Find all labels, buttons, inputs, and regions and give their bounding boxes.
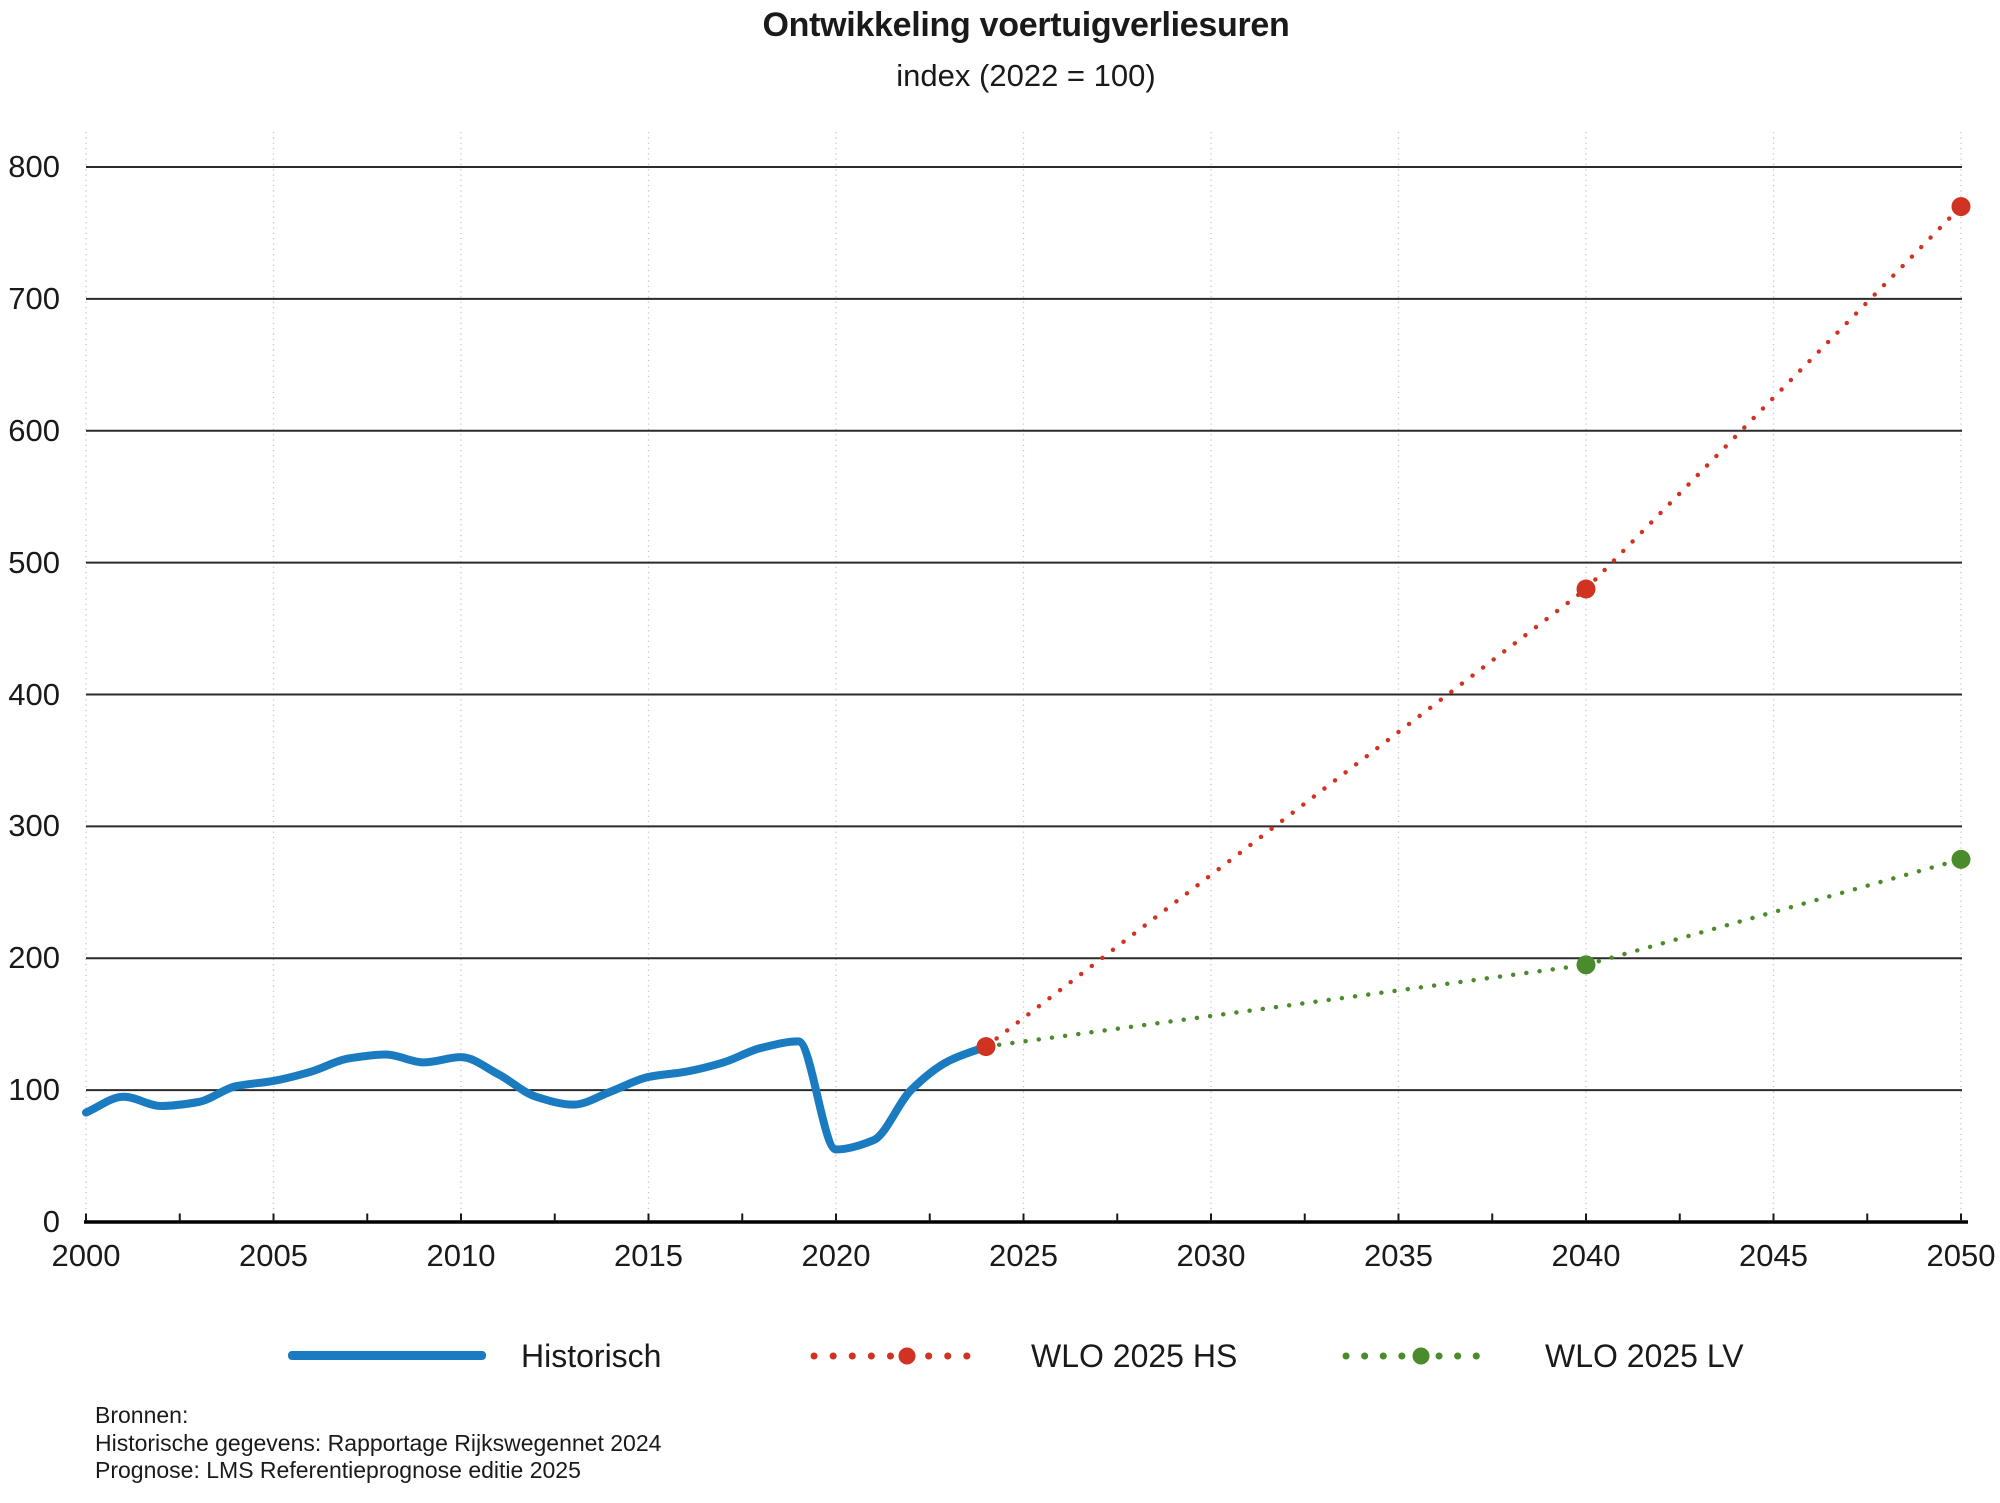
marker-wlo-hs-2050 [1951,197,1971,217]
marker-wlo-hs-2040 [1576,579,1596,599]
legend-label-wlo-lv: WLO 2025 LV [1545,1338,1744,1374]
y-tick-label-700: 700 [8,280,60,316]
legend-dotted-sample-wlo-hs [810,1347,986,1365]
legend-label-wlo-hs: WLO 2025 HS [1031,1338,1238,1374]
marker-wlo-lv-2040 [1576,955,1596,975]
source-notes: Bronnen: Historische gegevens: Rapportag… [95,1402,661,1485]
y-tick-label-400: 400 [8,676,60,712]
x-tick-label-2000: 2000 [51,1238,121,1273]
y-tick-label-300: 300 [8,808,60,844]
x-tick-label-2035: 2035 [1364,1238,1433,1273]
x-tick-label-2045: 2045 [1739,1238,1808,1273]
legend-line-sample-historisch [288,1351,486,1360]
legend-dot-wlo-hs [898,1347,916,1365]
y-tick-label-0: 0 [42,1204,60,1239]
y-tick-label-600: 600 [8,412,60,448]
marker-wlo-lv-2050 [1951,849,1971,869]
series-line-historisch [82,1037,990,1154]
x-tick-label-2010: 2010 [426,1238,496,1273]
marker-wlo-hs-2024 [976,1037,996,1057]
x-tick-label-2015: 2015 [614,1238,683,1273]
x-tick-label-2005: 2005 [239,1238,308,1273]
y-tick-label-200: 200 [8,940,60,976]
y-tick-label-100: 100 [8,1072,60,1108]
chart-subtitle: index (2022 = 100) [896,58,1156,93]
x-tick-label-2020: 2020 [801,1238,871,1273]
legend-label-historisch: Historisch [521,1338,662,1374]
y-tick-label-500: 500 [8,544,60,580]
x-tick-label-2030: 2030 [1176,1238,1246,1273]
x-tick-label-2040: 2040 [1551,1238,1621,1273]
x-tick-label-2025: 2025 [989,1238,1058,1273]
source-line-prognose: Prognose: LMS Referentieprognose editie … [95,1457,581,1483]
legend-dotted-sample-wlo-lv [1342,1347,1498,1365]
x-tick-label-2050: 2050 [1926,1238,1996,1273]
legend-dot-wlo-lv [1412,1347,1430,1365]
source-line-historisch: Historische gegevens: Rapportage Rijkswe… [95,1429,662,1456]
y-tick-label-800: 800 [8,149,60,184]
series-line-wlo-lv-seg0 [983,962,1589,1049]
source-line-bronnen: Bronnen: [95,1402,189,1428]
series-line-wlo-hs-seg1 [1583,204,1964,592]
series-line-wlo-lv-seg1 [1583,857,1964,968]
series-line-wlo-hs-seg0 [983,586,1589,1049]
chart-title: Ontwikkeling voertuigverliesuren [762,6,1290,44]
